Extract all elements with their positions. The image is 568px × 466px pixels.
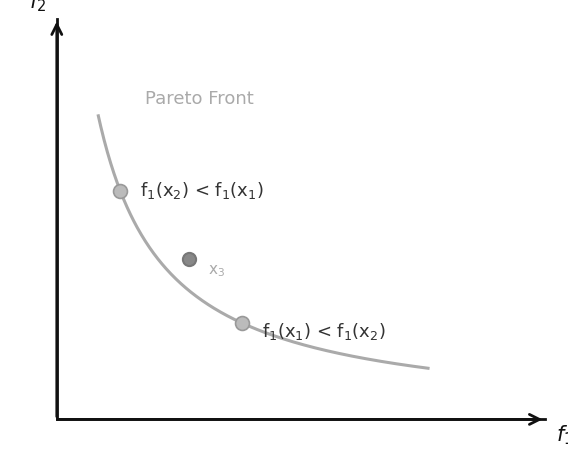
Text: f$_1$(x$_2$) < f$_1$(x$_1$): f$_1$(x$_2$) < f$_1$(x$_1$)	[140, 180, 264, 201]
Text: x$_3$: x$_3$	[208, 263, 225, 279]
Text: $f_1$: $f_1$	[556, 424, 568, 447]
Text: f$_1$(x$_1$) < f$_1$(x$_2$): f$_1$(x$_1$) < f$_1$(x$_2$)	[262, 321, 386, 342]
Point	[116, 187, 125, 195]
Point	[184, 255, 193, 263]
Text: Pareto Front: Pareto Front	[145, 90, 253, 108]
Point	[238, 320, 247, 327]
Text: $f_2$: $f_2$	[28, 0, 46, 14]
